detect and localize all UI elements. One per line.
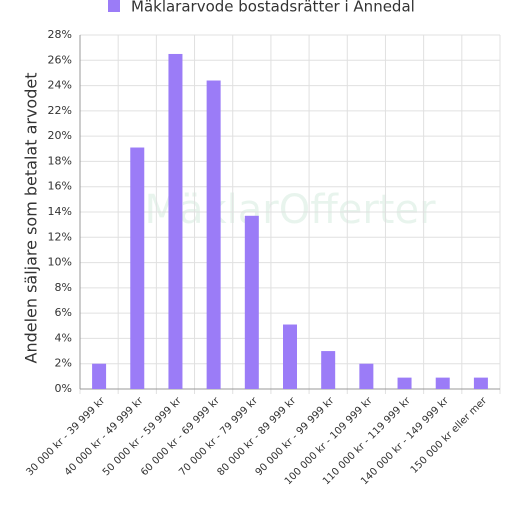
y-tick-label: 10% bbox=[48, 256, 72, 269]
x-tick-label: 150 000 kr eller mer bbox=[409, 395, 490, 476]
y-tick-label: 28% bbox=[48, 28, 72, 41]
bar bbox=[244, 215, 259, 389]
bar bbox=[435, 377, 450, 389]
y-tick-label: 26% bbox=[48, 53, 72, 66]
bar bbox=[359, 363, 374, 389]
bar bbox=[397, 377, 412, 389]
bar bbox=[168, 53, 183, 389]
watermark: MäklarOfferter bbox=[144, 187, 436, 233]
y-tick-label: 0% bbox=[55, 382, 72, 395]
y-axis-label: Andelen säljare som betalat arvodet bbox=[22, 73, 41, 364]
legend-label: Mäklararvode bostadsrätter i Annedal bbox=[131, 0, 415, 16]
y-tick-label: 6% bbox=[55, 306, 72, 319]
y-tick-label: 24% bbox=[48, 79, 72, 92]
y-tick-label: 22% bbox=[48, 104, 72, 117]
y-tick-label: 8% bbox=[55, 281, 72, 294]
bar bbox=[92, 363, 107, 389]
y-tick-label: 14% bbox=[48, 205, 72, 218]
bar bbox=[283, 324, 297, 389]
y-tick-label: 4% bbox=[55, 331, 72, 344]
y-tick-label: 20% bbox=[48, 129, 72, 142]
y-tick-label: 2% bbox=[55, 357, 72, 370]
y-tick-label: 16% bbox=[48, 180, 72, 193]
bar bbox=[130, 147, 145, 389]
bar bbox=[206, 80, 221, 389]
bar bbox=[321, 351, 336, 389]
y-tick-label: 12% bbox=[48, 230, 72, 243]
legend-swatch bbox=[108, 0, 120, 12]
bar bbox=[473, 377, 488, 389]
y-tick-label: 18% bbox=[48, 154, 72, 167]
